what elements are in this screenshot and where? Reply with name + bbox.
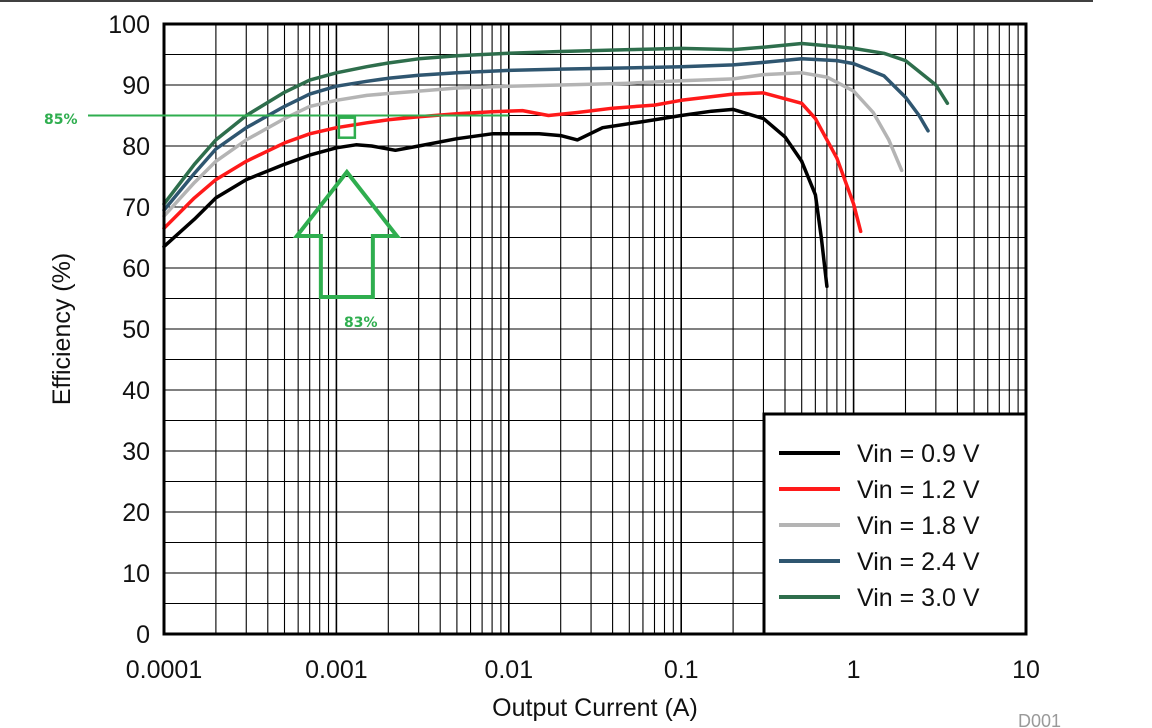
y-tick-label: 0 [136,621,150,649]
series-line [162,107,829,289]
y-tick-label: 50 [122,316,150,344]
x-tick-label: 0.001 [305,656,368,684]
legend: Vin = 0.9 V Vin = 1.2 V Vin = 1.8 V Vin = 2… [762,412,1028,636]
y-tick-label: 10 [122,560,150,588]
y-tick-labels: 0 10 20 30 40 50 60 70 80 90 100 [108,11,150,649]
series-line [162,57,930,212]
figure-code: D001 [1018,711,1061,728]
annotation-arrow-label: 83% [344,315,378,331]
y-tick-label: 70 [122,194,150,222]
x-tick-label: 0.0001 [126,656,202,684]
annotation-marker [337,116,357,139]
y-tick-label: 100 [108,11,150,39]
legend-label: Vin = 3.0 V [857,584,980,612]
x-tick-label: 0.1 [664,656,699,684]
y-tick-label: 20 [122,499,150,527]
x-tick-label: 0.01 [484,656,533,684]
y-tick-label: 60 [122,255,150,283]
series-line [162,91,863,234]
annotations: 85% 83% [44,112,509,331]
legend-label: Vin = 1.8 V [857,512,980,540]
y-tick-label: 30 [122,438,150,466]
y-tick-label: 90 [122,72,150,100]
y-axis-title: Efficiency (%) [48,253,76,405]
legend-label: Vin = 1.2 V [857,476,980,504]
up-arrow-icon [292,168,401,299]
x-tick-labels: 0.0001 0.001 0.01 0.1 1 10 [126,656,1040,684]
x-tick-label: 10 [1012,656,1040,684]
series-line [162,41,950,206]
y-tick-label: 40 [122,377,150,405]
legend-label: Vin = 0.9 V [857,440,980,468]
legend-label: Vin = 2.4 V [857,548,980,576]
x-tick-label: 1 [847,656,861,684]
x-axis-title: Output Current (A) [492,694,698,722]
data-curves [162,41,950,289]
plot-frame [162,22,1028,636]
series-line [162,71,904,218]
y-tick-label: 80 [122,133,150,161]
annotation-left-label: 85% [44,112,78,128]
